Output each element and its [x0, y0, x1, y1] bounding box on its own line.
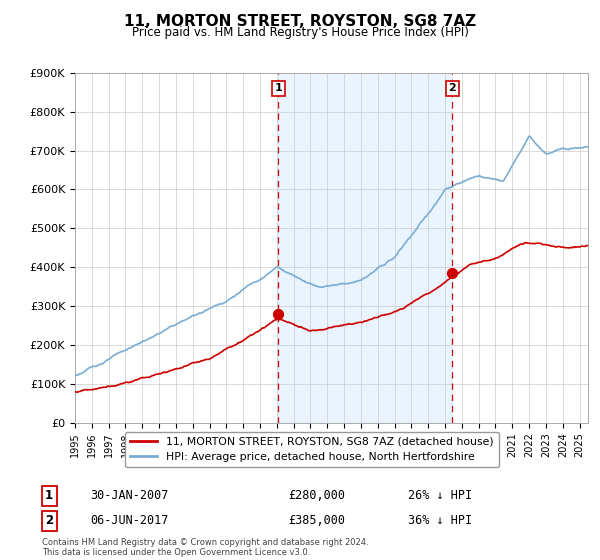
Legend: 11, MORTON STREET, ROYSTON, SG8 7AZ (detached house), HPI: Average price, detach: 11, MORTON STREET, ROYSTON, SG8 7AZ (det…: [125, 432, 499, 467]
Text: 30-JAN-2007: 30-JAN-2007: [90, 489, 169, 502]
Text: 1: 1: [274, 83, 282, 94]
Text: Price paid vs. HM Land Registry's House Price Index (HPI): Price paid vs. HM Land Registry's House …: [131, 26, 469, 39]
Point: [448, 269, 457, 278]
Text: 1: 1: [45, 489, 53, 502]
Text: 06-JUN-2017: 06-JUN-2017: [90, 514, 169, 528]
Text: 36% ↓ HPI: 36% ↓ HPI: [408, 514, 472, 528]
Bar: [278, 73, 452, 423]
Text: 2: 2: [45, 514, 53, 528]
Text: £280,000: £280,000: [288, 489, 345, 502]
Text: Contains HM Land Registry data © Crown copyright and database right 2024.
This d: Contains HM Land Registry data © Crown c…: [42, 538, 368, 557]
Text: 2: 2: [449, 83, 457, 94]
Point: [274, 310, 283, 319]
Text: 26% ↓ HPI: 26% ↓ HPI: [408, 489, 472, 502]
Text: 11, MORTON STREET, ROYSTON, SG8 7AZ: 11, MORTON STREET, ROYSTON, SG8 7AZ: [124, 14, 476, 29]
Text: £385,000: £385,000: [288, 514, 345, 528]
